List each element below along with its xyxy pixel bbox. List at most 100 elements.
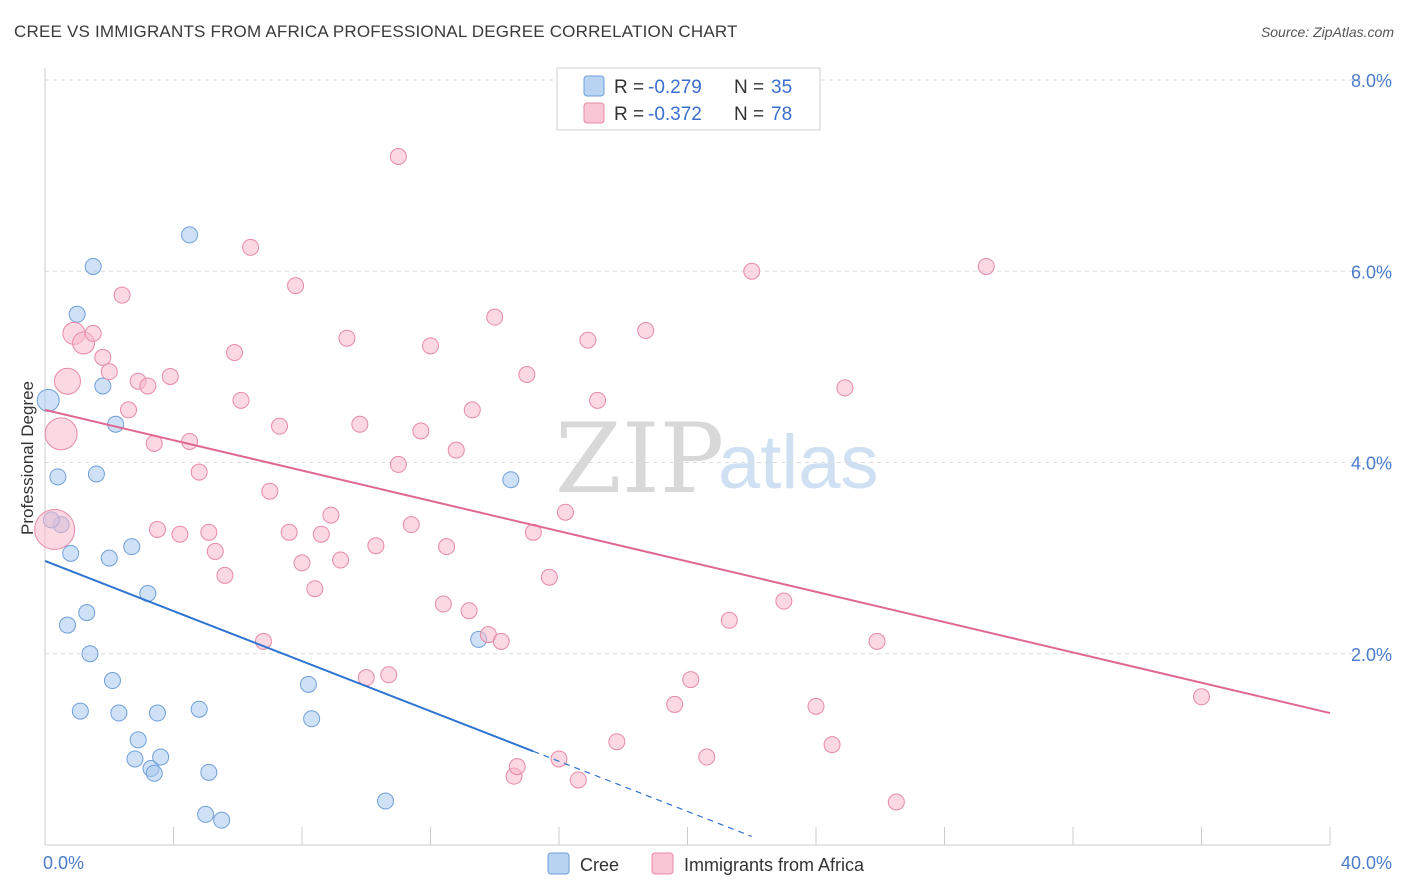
africa-point bbox=[463, 401, 481, 419]
africa-point bbox=[280, 523, 298, 541]
africa-point bbox=[94, 348, 112, 366]
africa-point bbox=[338, 329, 356, 347]
africa-point bbox=[200, 523, 218, 541]
africa-trend-line bbox=[44, 408, 1331, 715]
africa-point bbox=[666, 695, 684, 713]
africa-point bbox=[556, 503, 574, 521]
y-tick-label: 6.0% bbox=[1351, 262, 1392, 282]
cree-point bbox=[200, 763, 218, 781]
cree-point bbox=[377, 792, 395, 810]
africa-point bbox=[868, 632, 886, 650]
cree-trend-line bbox=[44, 560, 534, 753]
africa-point bbox=[367, 537, 385, 555]
cree-point bbox=[110, 704, 128, 722]
cree-point bbox=[126, 750, 144, 768]
y-tick-label: 2.0% bbox=[1351, 645, 1392, 665]
legend-r-value-cree: -0.279 bbox=[648, 77, 702, 98]
chart-title: CREE VS IMMIGRANTS FROM AFRICA PROFESSIO… bbox=[14, 22, 738, 41]
y-tick-label: 8.0% bbox=[1351, 71, 1392, 91]
x-tick-label-right: 40.0% bbox=[1341, 853, 1392, 873]
africa-point bbox=[293, 554, 311, 572]
africa-point bbox=[486, 308, 504, 326]
trend-lines bbox=[44, 408, 1331, 837]
bottom-legend-swatch-africa bbox=[651, 852, 674, 875]
africa-point bbox=[271, 417, 289, 435]
africa-point bbox=[743, 262, 761, 280]
africa-point bbox=[492, 632, 510, 650]
y-axis-label: Professional Degree bbox=[18, 381, 37, 535]
africa-point bbox=[518, 366, 536, 384]
africa-point bbox=[306, 580, 324, 598]
cree-point bbox=[68, 305, 86, 323]
africa-point bbox=[389, 455, 407, 473]
cree-point bbox=[94, 377, 112, 395]
africa-point bbox=[698, 748, 716, 766]
africa-point bbox=[322, 506, 340, 524]
cree-point bbox=[197, 805, 215, 823]
legend-n-value-cree: 35 bbox=[771, 77, 792, 98]
africa-point bbox=[206, 542, 224, 560]
africa-point bbox=[84, 324, 102, 342]
africa-point bbox=[287, 277, 305, 295]
cree-point bbox=[299, 675, 317, 693]
africa-point bbox=[1193, 688, 1210, 706]
cree-point bbox=[129, 731, 147, 749]
cree-point bbox=[213, 811, 231, 829]
africa-point bbox=[823, 736, 841, 754]
africa-point bbox=[977, 257, 995, 275]
y-tick-label: 4.0% bbox=[1351, 454, 1392, 474]
africa-point bbox=[460, 602, 478, 620]
legend-n-label-cree: N = bbox=[734, 77, 764, 98]
legend-swatch-cree bbox=[583, 75, 605, 97]
africa-point bbox=[148, 520, 166, 538]
africa-point bbox=[540, 568, 558, 586]
cree-point bbox=[100, 549, 118, 567]
africa-point bbox=[113, 286, 131, 304]
cree-point bbox=[145, 764, 163, 782]
legend-swatch-africa bbox=[583, 102, 605, 124]
africa-point bbox=[242, 238, 260, 256]
africa-point bbox=[402, 516, 420, 534]
africa-point bbox=[550, 750, 568, 768]
cree-point bbox=[303, 710, 321, 728]
africa-point bbox=[682, 671, 700, 689]
grid-lines bbox=[45, 79, 1392, 655]
source-label: Source: ZipAtlas.com bbox=[1260, 24, 1394, 40]
axes bbox=[44, 68, 1331, 846]
africa-point bbox=[226, 344, 244, 362]
africa-point bbox=[836, 379, 854, 397]
africa-point bbox=[447, 441, 465, 459]
bottom-legend: Cree Immigrants from Africa bbox=[547, 852, 865, 875]
africa-point bbox=[775, 592, 793, 610]
africa-point bbox=[332, 551, 350, 569]
africa-point bbox=[579, 331, 597, 349]
africa-point bbox=[807, 697, 825, 715]
africa-point bbox=[887, 793, 905, 811]
bottom-legend-africa: Immigrants from Africa bbox=[684, 855, 865, 875]
cree-point bbox=[87, 465, 105, 483]
africa-point bbox=[608, 733, 626, 751]
africa-point bbox=[171, 525, 189, 543]
africa-point bbox=[637, 322, 655, 340]
cree-point bbox=[84, 257, 102, 275]
data-points bbox=[34, 100, 1210, 829]
africa-point bbox=[216, 566, 234, 584]
africa-point bbox=[351, 415, 369, 433]
africa-point bbox=[312, 525, 330, 543]
cree-point bbox=[123, 538, 141, 556]
africa-point bbox=[139, 377, 157, 395]
cree-point bbox=[103, 672, 121, 690]
cree-point bbox=[148, 704, 166, 722]
cree-point bbox=[36, 388, 60, 412]
cree-point bbox=[78, 604, 96, 622]
legend-r-label-cree: R = bbox=[614, 77, 644, 98]
cree-point bbox=[190, 700, 208, 718]
africa-point bbox=[120, 401, 138, 419]
watermark-zip: ZIP bbox=[555, 403, 724, 515]
tick-labels: 2.0% 4.0% 6.0% 8.0% 0.0% 40.0% bbox=[43, 71, 1392, 873]
africa-point bbox=[190, 463, 208, 481]
cree-point bbox=[181, 226, 199, 244]
legend-r-label-africa: R = bbox=[614, 104, 644, 125]
cree-point bbox=[62, 544, 80, 562]
